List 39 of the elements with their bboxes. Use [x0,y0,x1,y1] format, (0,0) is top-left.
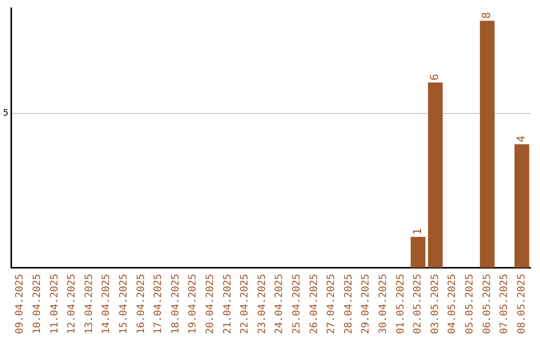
data-label: 1 [410,228,424,235]
x-tick-label: 24.04.2025 [274,274,286,334]
data-label: 4 [514,135,528,142]
x-tick-label: 05.05.2025 [464,274,476,334]
x-tick-label: 11.04.2025 [49,274,60,334]
x-tick-label: 08.05.2025 [516,274,528,334]
x-tick-label: 18.04.2025 [170,274,182,334]
x-tick-label: 29.04.2025 [360,274,372,334]
x-tick-label: 03.05.2025 [430,274,441,334]
x-tick-label: 17.04.2025 [153,274,164,334]
bar [514,144,530,268]
x-tick-label: 01.05.2025 [395,274,406,334]
x-tick-label: 30.04.2025 [378,274,390,334]
x-tick-label: 19.04.2025 [188,274,199,334]
x-tick-label: 14.04.2025 [101,274,112,334]
y-tick-label: 5 [2,108,8,119]
x-tick-label: 02.05.2025 [412,274,424,334]
bar [480,20,495,268]
x-tick-label: 10.04.2025 [32,274,43,334]
bar [410,236,426,268]
x-tick-label: 09.04.2025 [14,274,26,334]
data-label: 8 [480,12,494,19]
x-tick-label: 25.04.2025 [292,274,303,334]
x-tick-label: 21.04.2025 [222,274,234,334]
data-label: 6 [428,74,442,81]
x-tick-label: 13.04.2025 [84,274,95,334]
x-tick-label: 15.04.2025 [118,274,130,334]
x-tick-label: 26.04.2025 [308,274,320,334]
x-tick-label: 23.04.2025 [256,274,268,334]
x-tick-label: 16.04.2025 [136,274,147,334]
x-tick-label: 04.05.2025 [447,274,458,334]
x-tick-label: 12.04.2025 [66,274,78,334]
x-tick-label: 20.04.2025 [205,274,216,334]
x-tick-label: 06.05.2025 [482,274,493,334]
bar [428,82,443,268]
x-tick-label: 27.04.2025 [326,274,338,334]
x-tick-label: 28.04.2025 [343,274,354,334]
x-tick-label: 07.05.2025 [499,274,510,334]
x-tick-label: 22.04.2025 [240,274,251,334]
